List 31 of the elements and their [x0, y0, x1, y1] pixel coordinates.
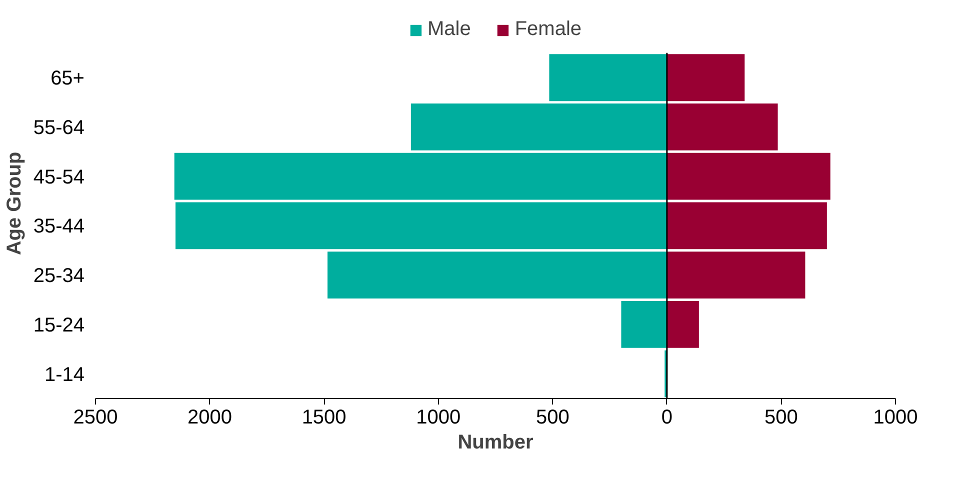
- x-axis-title: Number: [458, 432, 534, 454]
- x-tick-label: 2500: [73, 406, 118, 428]
- y-tick-label: 25-34: [33, 265, 85, 288]
- x-tick-label: 500: [536, 406, 570, 428]
- y-axis-title: Age Group: [3, 152, 26, 256]
- bar: [666, 54, 745, 102]
- x-tick-label: 1500: [302, 406, 346, 428]
- bar: [621, 301, 667, 348]
- bar: [666, 252, 806, 299]
- bar: [174, 152, 667, 200]
- bar: [666, 104, 778, 150]
- x-tick-label: 1000: [416, 406, 461, 428]
- y-tick-label: 45-54: [33, 166, 85, 188]
- y-tick-label: 55-64: [33, 116, 85, 139]
- x-tick-label: 0: [661, 406, 672, 428]
- y-tick-label: 1-14: [44, 364, 84, 386]
- bar: [666, 202, 827, 250]
- bar: [328, 252, 667, 299]
- legend-label: Male: [427, 18, 471, 41]
- bar: [666, 301, 699, 348]
- y-tick-label: 65+: [50, 68, 85, 90]
- y-tick-label: 35-44: [33, 216, 85, 238]
- y-tick-label: 15-24: [33, 314, 85, 336]
- x-tick-label: 1000: [873, 406, 918, 428]
- bar: [410, 104, 667, 150]
- bar: [549, 54, 667, 102]
- x-tick-label: 2000: [188, 406, 232, 428]
- bar: [666, 152, 830, 200]
- x-tick-label: 500: [764, 406, 798, 428]
- legend-label: Female: [514, 18, 582, 41]
- bar: [176, 202, 667, 250]
